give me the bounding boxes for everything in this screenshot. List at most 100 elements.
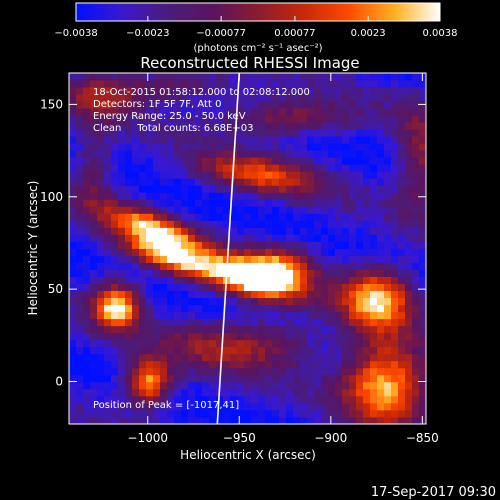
heatmap-cell (342, 192, 350, 200)
heatmap-cell (230, 339, 238, 348)
heatmap-cell (195, 220, 203, 228)
heatmap-cell (153, 304, 161, 313)
heatmap-cell (69, 276, 77, 284)
heatmap-cell (160, 80, 168, 88)
heatmap-cell (286, 115, 294, 123)
heatmap-cell (391, 220, 399, 228)
heatmap-cell (384, 234, 392, 242)
heatmap-cell (167, 150, 175, 158)
heatmap-cell (335, 129, 343, 137)
heatmap-cell (76, 122, 84, 130)
heatmap-cell (370, 80, 378, 88)
heatmap-cell (146, 150, 154, 158)
heatmap-cell (104, 213, 112, 221)
heatmap-cell (363, 381, 371, 390)
heatmap-cell (335, 164, 343, 172)
heatmap-cell (111, 290, 119, 299)
heatmap-cell (405, 115, 413, 123)
heatmap-cell (384, 304, 392, 313)
heatmap-cell (83, 101, 91, 109)
heatmap-cell (69, 255, 77, 263)
heatmap-cell (244, 157, 252, 165)
heatmap-cell (146, 388, 154, 397)
heatmap-cell (342, 395, 350, 404)
heatmap-cell (293, 248, 301, 256)
heatmap-cell (349, 374, 357, 383)
heatmap-cell (202, 206, 210, 214)
heatmap-cell (223, 115, 231, 123)
heatmap-cell (363, 332, 371, 341)
heatmap-cell (349, 87, 357, 95)
heatmap-cell (335, 73, 343, 81)
heatmap-cell (286, 80, 294, 88)
heatmap-cell (391, 178, 399, 186)
heatmap-cell (188, 367, 196, 376)
heatmap-cell (342, 171, 350, 179)
heatmap-cell (223, 388, 231, 397)
heatmap-cell (314, 171, 322, 179)
heatmap-cell (307, 255, 315, 263)
heatmap-cell (118, 409, 126, 418)
heatmap-cell (104, 290, 112, 299)
heatmap-cell (132, 402, 140, 411)
heatmap-cell (139, 374, 147, 383)
heatmap-cell (188, 220, 196, 228)
heatmap-cell (279, 283, 287, 292)
heatmap-cell (279, 185, 287, 193)
heatmap-cell (398, 101, 406, 109)
heatmap-cell (377, 241, 385, 249)
heatmap-cell (104, 136, 112, 144)
heatmap-cell (69, 108, 77, 116)
heatmap-cell (286, 143, 294, 151)
heatmap-cell (76, 318, 84, 327)
heatmap-cell (216, 409, 224, 418)
colorbar (75, 2, 441, 22)
heatmap-cell (272, 171, 280, 179)
heatmap-cell (370, 136, 378, 144)
heatmap-cell (356, 339, 364, 348)
heatmap-cell (335, 227, 343, 235)
heatmap-cell (251, 136, 259, 144)
heatmap-cell (300, 269, 308, 277)
heatmap-cell (244, 164, 252, 172)
heatmap-cell (90, 234, 98, 242)
heatmap-cell (153, 199, 161, 207)
heatmap-cell (188, 185, 196, 193)
heatmap-cell (216, 143, 224, 151)
heatmap-cell (314, 157, 322, 165)
heatmap-cell (132, 122, 140, 130)
heatmap-cell (398, 353, 406, 362)
heatmap-cell (384, 87, 392, 95)
heatmap-cell (300, 311, 308, 320)
heatmap-cell (314, 325, 322, 334)
heatmap-cell (153, 395, 161, 404)
heatmap-cell (216, 276, 224, 284)
heatmap-cell (237, 353, 245, 362)
heatmap-cell (412, 234, 420, 242)
heatmap-cell (195, 332, 203, 341)
heatmap-cell (265, 220, 273, 228)
heatmap-cell (321, 262, 329, 270)
heatmap-cell (146, 409, 154, 418)
heatmap-cell (321, 241, 329, 249)
heatmap-cell (160, 332, 168, 341)
heatmap-cell (377, 248, 385, 256)
heatmap-cell (167, 136, 175, 144)
heatmap-cell (223, 409, 231, 418)
heatmap-cell (398, 409, 406, 418)
heatmap-cell (195, 374, 203, 383)
heatmap-cell (363, 325, 371, 334)
heatmap-cell (76, 157, 84, 165)
heatmap-cell (363, 199, 371, 207)
heatmap-cell (391, 73, 399, 81)
heatmap-cell (349, 164, 357, 172)
heatmap-cell (307, 374, 315, 383)
heatmap-cell (244, 178, 252, 186)
x-tick-label: −1000 (127, 431, 168, 445)
heatmap-cell (97, 304, 105, 313)
heatmap-cell (391, 129, 399, 137)
heatmap-cell (90, 115, 98, 123)
heatmap-cell (111, 115, 119, 123)
heatmap-cell (335, 269, 343, 277)
heatmap-cell (202, 136, 210, 144)
